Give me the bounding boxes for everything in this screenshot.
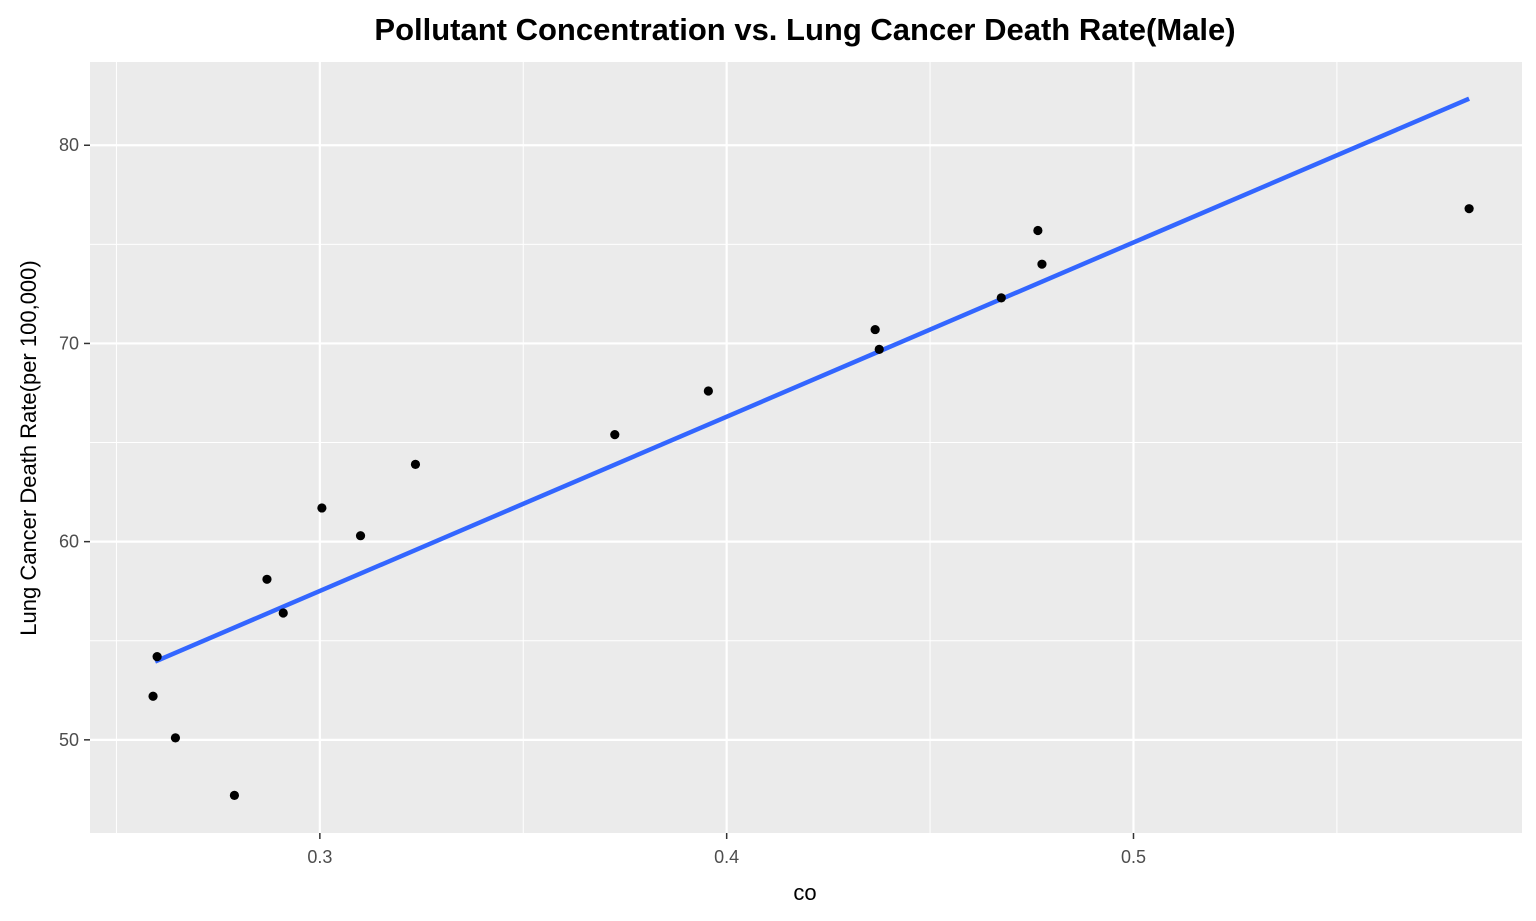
y-tick-label: 70 xyxy=(59,333,79,353)
data-point xyxy=(870,324,880,335)
data-point xyxy=(152,652,162,662)
minor-gridlines xyxy=(90,62,1522,833)
data-point xyxy=(703,386,713,396)
data-point xyxy=(996,293,1006,303)
data-point xyxy=(170,733,181,743)
data-point xyxy=(610,430,620,440)
x-axis-title: co xyxy=(793,880,816,905)
data-point xyxy=(874,344,884,354)
x-tick-label: 0.3 xyxy=(307,847,332,867)
data-point xyxy=(148,691,158,701)
data-point xyxy=(410,459,421,469)
chart-title: Pollutant Concentration vs. Lung Cancer … xyxy=(374,12,1235,47)
data-point xyxy=(355,531,366,541)
major-gridlines xyxy=(90,62,1522,833)
x-axis-ticks: 0.3 0.4 0.5 xyxy=(307,833,1146,867)
data-point xyxy=(1037,259,1047,269)
plot-panel xyxy=(90,62,1522,833)
data-point xyxy=(262,574,272,584)
trend-line-group xyxy=(154,96,1470,664)
data-point xyxy=(1033,225,1043,236)
data-point xyxy=(317,503,327,513)
data-point xyxy=(1464,204,1474,214)
x-tick-label: 0.5 xyxy=(1121,847,1146,867)
y-tick-label: 50 xyxy=(59,730,79,750)
y-axis-ticks: 50 60 70 80 xyxy=(59,135,90,750)
data-point xyxy=(278,608,288,618)
trend-line xyxy=(154,96,1470,664)
y-tick-label: 80 xyxy=(59,135,79,155)
data-point xyxy=(229,790,240,800)
x-tick-label: 0.4 xyxy=(714,847,739,867)
y-axis-title: Lung Cancer Death Rate(per 100,000) xyxy=(16,260,41,635)
y-tick-label: 60 xyxy=(59,532,79,552)
data-points xyxy=(148,204,1474,800)
